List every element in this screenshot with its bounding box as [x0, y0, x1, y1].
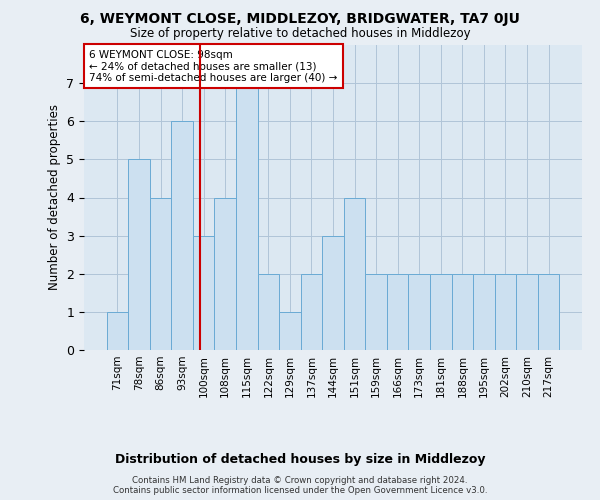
Bar	[538, 274, 559, 350]
Bar	[322, 236, 344, 350]
Bar	[344, 198, 365, 350]
Bar	[279, 312, 301, 350]
Y-axis label: Number of detached properties: Number of detached properties	[48, 104, 61, 290]
Bar	[430, 274, 452, 350]
Text: 6, WEYMONT CLOSE, MIDDLEZOY, BRIDGWATER, TA7 0JU: 6, WEYMONT CLOSE, MIDDLEZOY, BRIDGWATER,…	[80, 12, 520, 26]
Bar	[257, 274, 279, 350]
Text: Distribution of detached houses by size in Middlezoy: Distribution of detached houses by size …	[115, 452, 485, 466]
Bar	[387, 274, 409, 350]
Bar	[494, 274, 516, 350]
Text: Contains HM Land Registry data © Crown copyright and database right 2024.
Contai: Contains HM Land Registry data © Crown c…	[113, 476, 487, 495]
Bar	[107, 312, 128, 350]
Bar	[301, 274, 322, 350]
Bar	[193, 236, 214, 350]
Text: Size of property relative to detached houses in Middlezoy: Size of property relative to detached ho…	[130, 28, 470, 40]
Bar	[473, 274, 494, 350]
Text: 6 WEYMONT CLOSE: 98sqm
← 24% of detached houses are smaller (13)
74% of semi-det: 6 WEYMONT CLOSE: 98sqm ← 24% of detached…	[89, 50, 337, 83]
Bar	[128, 160, 150, 350]
Bar	[516, 274, 538, 350]
Bar	[409, 274, 430, 350]
Bar	[236, 83, 257, 350]
Bar	[214, 198, 236, 350]
Bar	[172, 121, 193, 350]
Bar	[365, 274, 387, 350]
Bar	[150, 198, 172, 350]
Bar	[452, 274, 473, 350]
